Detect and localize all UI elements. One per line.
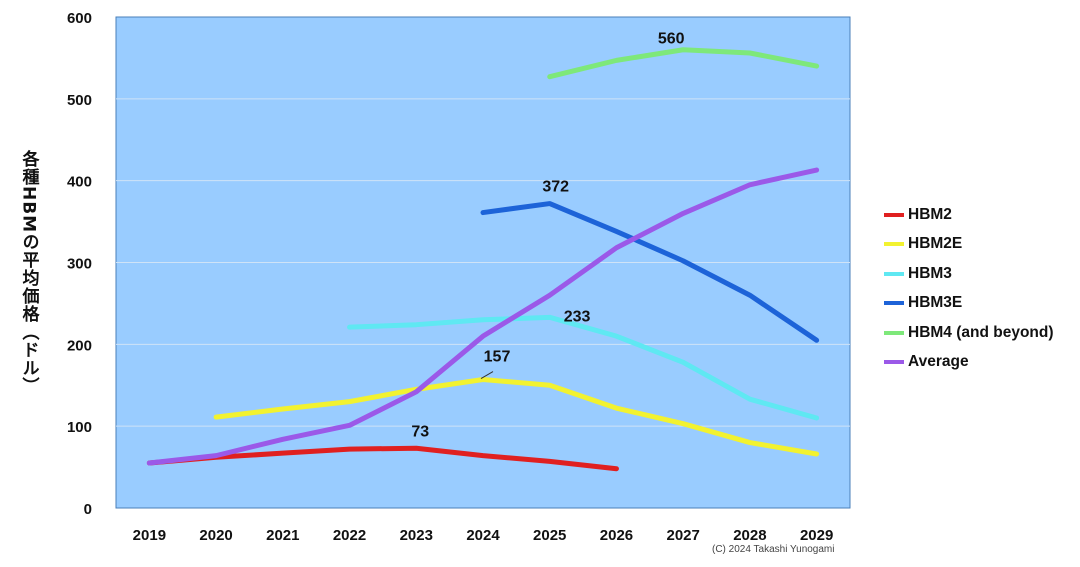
series-line-average <box>146 167 820 466</box>
series-line-hbm4-and-beyond <box>547 47 820 80</box>
y-axis-title-box: 各種HBMの平均価格（ドル） <box>16 150 42 440</box>
data-label: 233 <box>564 308 591 325</box>
series-line-hbm3 <box>347 314 820 421</box>
legend-label: HBM4 (and beyond) <box>908 323 1054 341</box>
x-tick-label: 2027 <box>666 527 699 544</box>
x-tick-label: 2029 <box>800 527 833 544</box>
series-line-hbm3e <box>480 201 820 343</box>
data-label: 157 <box>484 349 511 366</box>
legend-label: HBM2E <box>908 235 963 253</box>
y-tick-label: 0 <box>84 501 92 518</box>
copyright-text: (C) 2024 Takashi Yunogami <box>712 544 835 555</box>
data-label: 372 <box>542 179 569 196</box>
legend-swatch <box>884 242 904 247</box>
x-tick-label: 2023 <box>400 527 433 544</box>
legend-item: HBM3E <box>884 289 1054 319</box>
legend-label: Average <box>908 353 969 371</box>
x-tick-label: 2025 <box>533 527 566 544</box>
y-tick-label: 600 <box>67 10 92 27</box>
x-tick-label: 2026 <box>600 527 633 544</box>
x-tick-label: 2021 <box>266 527 299 544</box>
legend-swatch <box>884 212 904 217</box>
x-tick-label: 2022 <box>333 527 366 544</box>
data-label: 73 <box>411 423 429 440</box>
data-label: 560 <box>658 31 685 48</box>
legend-swatch <box>884 360 904 365</box>
legend-item: HBM2 <box>884 200 1054 230</box>
legend-item: HBM4 (and beyond) <box>884 318 1054 348</box>
y-tick-label: 200 <box>67 337 92 354</box>
legend-label: HBM3E <box>908 294 963 312</box>
y-tick-label: 500 <box>67 92 92 109</box>
y-tick-label: 400 <box>67 174 92 191</box>
x-tick-label: 2028 <box>733 527 766 544</box>
legend-item: HBM3 <box>884 259 1054 289</box>
series-line-hbm2 <box>146 445 619 472</box>
legend-item: Average <box>884 348 1054 378</box>
x-tick-label: 2024 <box>466 527 500 544</box>
legend-swatch <box>884 271 904 276</box>
legend: HBM2 HBM2E HBM3 HBM3E HBM4 (and beyond) Avera… <box>884 200 1054 377</box>
legend-item: HBM2E <box>884 230 1054 260</box>
annotation-leader <box>480 371 494 379</box>
x-tick-label: 2020 <box>199 527 232 544</box>
y-tick-label: 300 <box>67 256 92 273</box>
legend-label: HBM2 <box>908 205 952 223</box>
y-tick-label: 100 <box>67 419 92 436</box>
legend-swatch <box>884 301 904 306</box>
x-tick-label: 2019 <box>133 527 166 544</box>
legend-label: HBM3 <box>908 264 952 282</box>
legend-swatch <box>884 330 904 335</box>
series-line-hbm2e <box>213 377 820 457</box>
y-axis-title: 各種HBMの平均価格（ドル） <box>18 150 39 396</box>
